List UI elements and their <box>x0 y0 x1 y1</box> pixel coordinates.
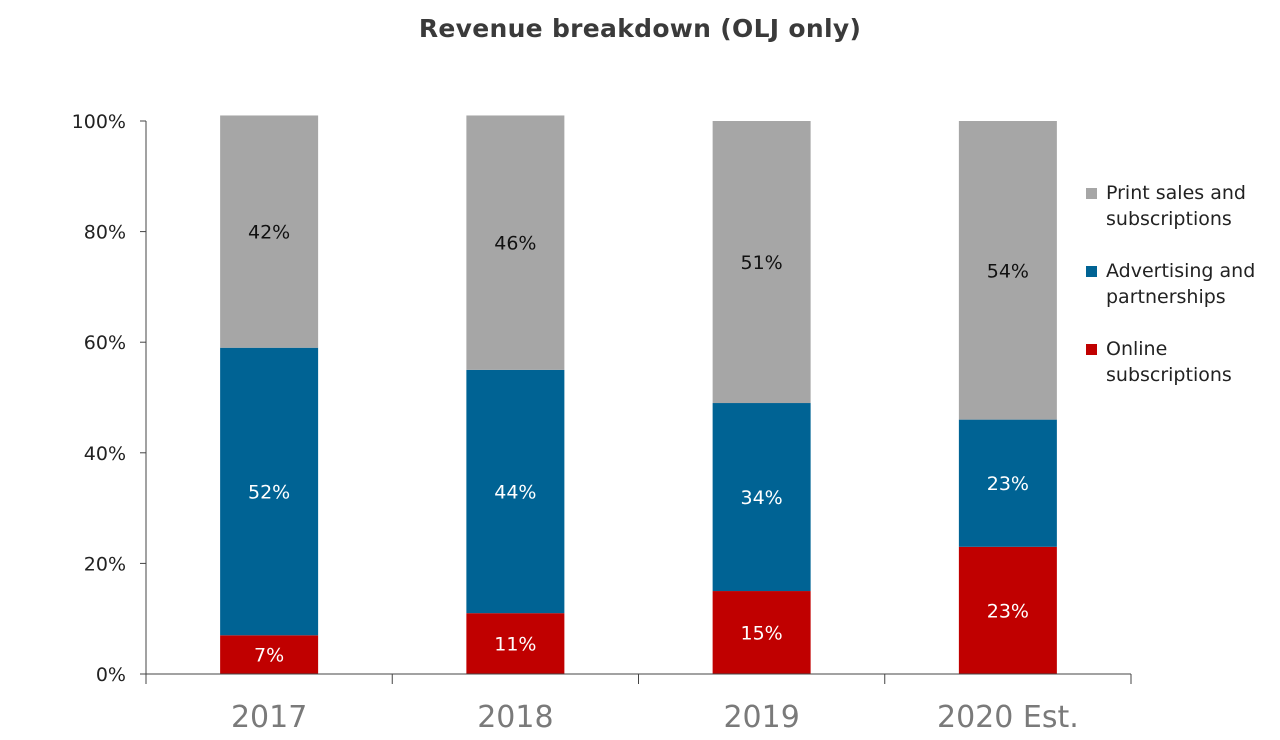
data-label-0-0: 7% <box>254 645 284 667</box>
data-label-0-1: 11% <box>494 634 536 656</box>
data-label-2-3: 54% <box>987 260 1029 282</box>
legend-swatch-advertising <box>1086 266 1097 277</box>
bar-segment-2-2 <box>712 121 811 404</box>
legend-label-online-line1: Online <box>1106 338 1168 360</box>
legend-swatch-online <box>1086 344 1097 355</box>
legend-label-print-line1: Print sales and <box>1106 182 1246 204</box>
chart-title: Revenue breakdown (OLJ only) <box>418 14 862 43</box>
legend-label-online-line2: subscriptions <box>1106 364 1232 386</box>
legend-item-print: Print sales and subscriptions <box>1086 180 1276 232</box>
bar-segment-0-1 <box>466 613 565 674</box>
data-label-0-3: 23% <box>987 600 1029 622</box>
bar-segment-0-2 <box>712 591 811 674</box>
data-label-1-1: 44% <box>494 482 536 504</box>
y-tick-label-4: 80% <box>84 222 126 244</box>
x-tick-label-2: 2019 <box>723 700 799 735</box>
data-label-1-3: 23% <box>987 473 1029 495</box>
data-label-2-1: 46% <box>494 233 536 255</box>
data-label-2-0: 42% <box>248 222 290 244</box>
legend-item-online: Online subscriptions <box>1086 336 1276 388</box>
bar-segment-2-3 <box>958 121 1057 420</box>
data-label-1-0: 52% <box>248 482 290 504</box>
y-tick-label-0: 0% <box>96 664 126 686</box>
bar-segment-2-1 <box>466 115 565 370</box>
data-label-1-2: 34% <box>741 487 783 509</box>
x-tick-label-0: 2017 <box>231 700 307 735</box>
bar-segment-0-0 <box>220 635 319 674</box>
y-tick-label-5: 100% <box>72 111 126 133</box>
legend-label-advertising-line2: partnerships <box>1106 286 1226 308</box>
x-tick-label-3: 2020 Est. <box>937 700 1079 735</box>
legend-swatch-print <box>1086 188 1097 199</box>
bar-segment-1-1 <box>466 369 565 614</box>
chart-legend: Print sales and subscriptions Advertisin… <box>1086 180 1276 388</box>
bar-segment-0-3 <box>958 546 1057 674</box>
legend-label-print-line2: subscriptions <box>1106 208 1232 230</box>
legend-label-advertising-line1: Advertising and <box>1106 260 1256 282</box>
y-tick-label-2: 40% <box>84 443 126 465</box>
bar-segment-1-3 <box>958 419 1057 547</box>
bar-segment-2-0 <box>220 115 319 348</box>
data-label-2-2: 51% <box>741 252 783 274</box>
y-tick-label-3: 60% <box>84 332 126 354</box>
bar-segment-1-0 <box>220 347 319 636</box>
y-tick-label-1: 20% <box>84 553 126 575</box>
bar-segment-1-2 <box>712 403 811 592</box>
data-label-0-2: 15% <box>741 623 783 645</box>
x-tick-label-1: 2018 <box>477 700 553 735</box>
legend-item-advertising: Advertising and partnerships <box>1086 258 1276 310</box>
